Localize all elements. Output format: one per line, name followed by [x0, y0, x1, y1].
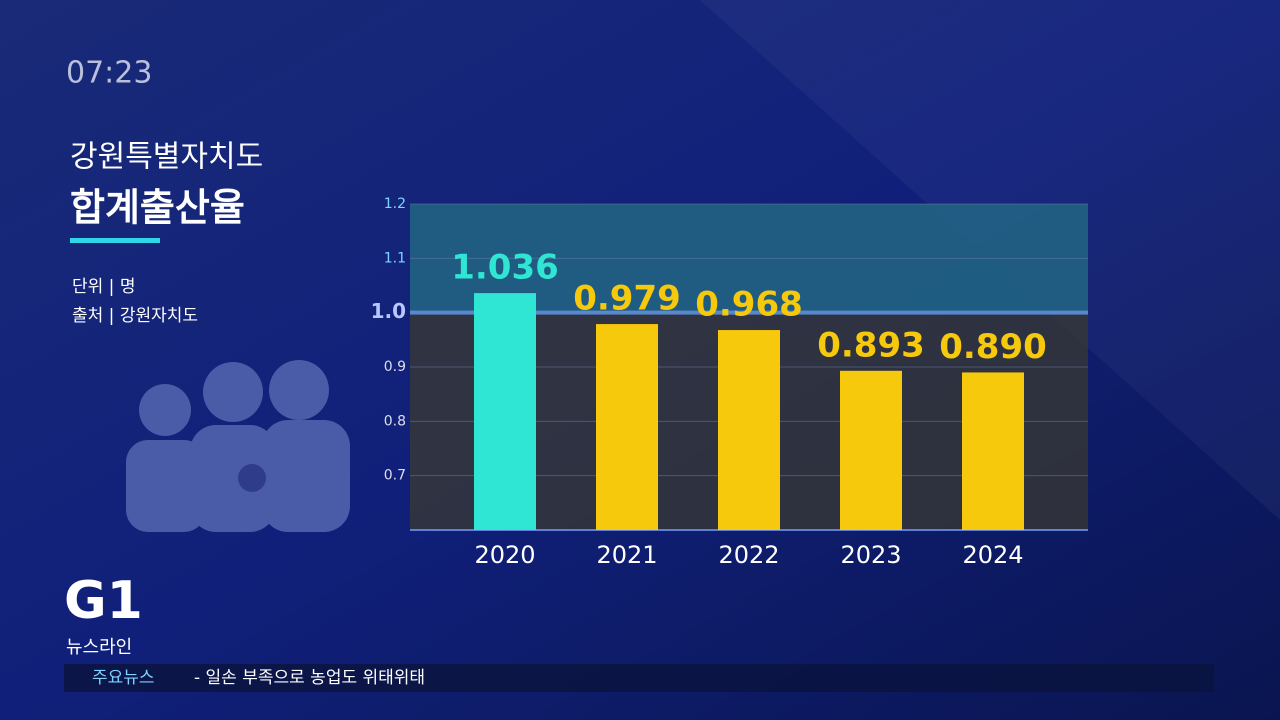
clock: 07:23 — [66, 56, 152, 91]
bar — [962, 372, 1024, 530]
y-tick-label: 1.1 — [384, 250, 406, 266]
y-tick-label: 0.9 — [384, 359, 406, 375]
bar — [474, 293, 536, 530]
x-tick-label: 2022 — [718, 541, 779, 569]
logo: G1 — [64, 571, 143, 631]
family-icon — [126, 360, 350, 532]
channel-logo: G1 뉴스라인 — [64, 571, 143, 658]
bar — [596, 324, 658, 530]
ticker-text: - 일손 부족으로 농업도 위태위태 — [194, 668, 425, 688]
note: 출처 | 강원자치도 — [72, 306, 198, 326]
y-tick-label: 0.7 — [384, 468, 406, 484]
bar — [718, 330, 780, 530]
value-label: 0.979 — [573, 279, 681, 319]
value-label: 0.893 — [817, 325, 925, 365]
y-tick-label: 1.0 — [371, 299, 406, 323]
y-tick-label: 1.2 — [384, 196, 406, 212]
x-tick-label: 2024 — [962, 541, 1023, 569]
bar — [840, 370, 902, 530]
title-underline — [70, 238, 160, 243]
chart-subtitle: 합계출산율 — [70, 186, 245, 230]
y-tick-label: 0.8 — [384, 413, 406, 429]
value-label: 1.036 — [451, 248, 559, 288]
note: 단위 | 명 — [72, 277, 135, 297]
x-tick-label: 2023 — [840, 541, 901, 569]
ticker-label: 주요뉴스 — [92, 668, 155, 688]
program-name: 뉴스라인 — [66, 637, 132, 658]
value-label: 0.968 — [695, 285, 803, 325]
value-label: 0.890 — [939, 327, 1047, 367]
chart-title: 강원특별자치도 — [70, 140, 263, 175]
x-tick-label: 2020 — [474, 541, 535, 569]
x-tick-label: 2021 — [596, 541, 657, 569]
ticker-bar — [64, 664, 1214, 692]
